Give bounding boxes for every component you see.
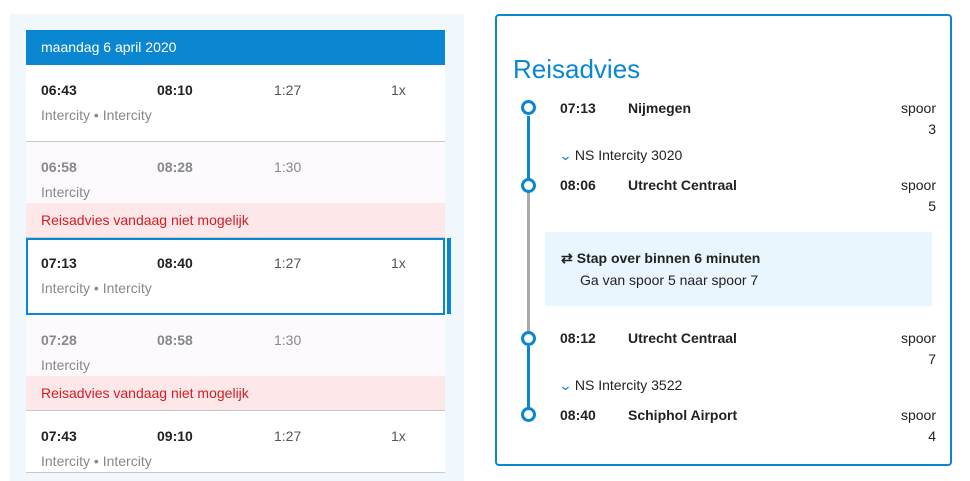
platform: spoor 7	[900, 330, 936, 367]
warning-message: Reisadvies vandaag niet mogelijk	[26, 376, 445, 410]
train-types: Intercity • Intercity	[41, 280, 152, 296]
stop-name: Utrecht Centraal	[628, 177, 737, 193]
trip-row[interactable]: 06:43 08:10 1:27 1x Intercity • Intercit…	[26, 65, 445, 142]
transfers: 1x	[391, 428, 406, 444]
train-types: Intercity	[41, 357, 91, 373]
start-stop-icon	[521, 100, 536, 115]
transfer-detail: Ga van spoor 5 naar spoor 7	[580, 272, 759, 288]
transfer-arrows-icon: ⇄	[561, 250, 573, 266]
departure-time: 06:58	[41, 159, 77, 175]
stop-node-icon	[521, 331, 536, 346]
duration: 1:27	[274, 82, 302, 98]
trip-row[interactable]: 06:58 08:28 1:30 Intercity Reisadvies va…	[26, 142, 445, 238]
train-types: Intercity • Intercity	[41, 107, 152, 123]
departure-time: 07:13	[41, 255, 77, 271]
duration: 1:30	[274, 159, 302, 175]
route-line	[527, 346, 530, 414]
trip-list: maandag 6 april 2020 06:43 08:10 1:27 1x…	[26, 30, 451, 473]
stop-time: 08:06	[560, 177, 596, 193]
arrival-time: 08:40	[157, 255, 193, 271]
trip-row[interactable]: 07:28 08:58 1:30 Intercity Reisadvies va…	[26, 315, 445, 411]
chevron-down-icon: ⌄	[558, 148, 573, 163]
transfers: 1x	[391, 82, 406, 98]
transfers: 1x	[391, 255, 406, 271]
arrival-time: 08:28	[157, 159, 193, 175]
stop-name: Schiphol Airport	[628, 407, 738, 423]
train-types: Intercity	[41, 184, 91, 200]
arrival-time: 08:10	[157, 82, 193, 98]
stop-node-icon	[521, 178, 536, 193]
transfer-title: Stap over binnen 6 minuten	[576, 250, 761, 266]
departure-time: 07:43	[41, 428, 77, 444]
arrival-time: 09:10	[157, 428, 193, 444]
stop-time: 08:40	[560, 407, 596, 423]
platform: spoor 5	[900, 177, 936, 214]
duration: 1:27	[274, 428, 302, 444]
arrival-time: 08:58	[157, 332, 193, 348]
transfer-info: ⇄ Stap over binnen 6 minuten Ga van spoor…	[545, 232, 932, 306]
platform: spoor 3	[900, 100, 936, 137]
travel-advice-panel: Reisadvies 07:13 Nijmegen spoor 3 ⌄ NS In…	[495, 14, 952, 466]
stop-name: Nijmegen	[628, 100, 692, 116]
duration: 1:30	[274, 332, 302, 348]
train-toggle[interactable]: ⌄ NS Intercity 3522	[558, 377, 683, 393]
stop-name: Utrecht Centraal	[628, 330, 737, 346]
end-stop-icon	[521, 407, 536, 422]
departure-time: 07:28	[41, 332, 77, 348]
chevron-down-icon: ⌄	[558, 378, 573, 393]
trip-row-selected[interactable]: 07:13 08:40 1:27 1x Intercity • Intercit…	[26, 238, 451, 315]
route-line	[527, 138, 530, 184]
date-header: maandag 6 april 2020	[26, 30, 445, 65]
route-line-top	[527, 116, 530, 138]
trip-row[interactable]: 07:43 09:10 1:27 1x Intercity • Intercit…	[26, 411, 445, 473]
train-types: Intercity • Intercity	[41, 453, 152, 469]
advice-title: Reisadvies	[513, 54, 641, 84]
platform: spoor 4	[900, 407, 936, 444]
departure-time: 06:43	[41, 82, 77, 98]
warning-message: Reisadvies vandaag niet mogelijk	[26, 203, 445, 237]
stop-time: 07:13	[560, 100, 596, 116]
trip-list-panel: maandag 6 april 2020 06:43 08:10 1:27 1x…	[10, 14, 464, 481]
stop-time: 08:12	[560, 330, 596, 346]
transfer-walk-line	[527, 192, 530, 338]
duration: 1:27	[274, 255, 302, 271]
train-toggle[interactable]: ⌄ NS Intercity 3020	[558, 147, 683, 163]
